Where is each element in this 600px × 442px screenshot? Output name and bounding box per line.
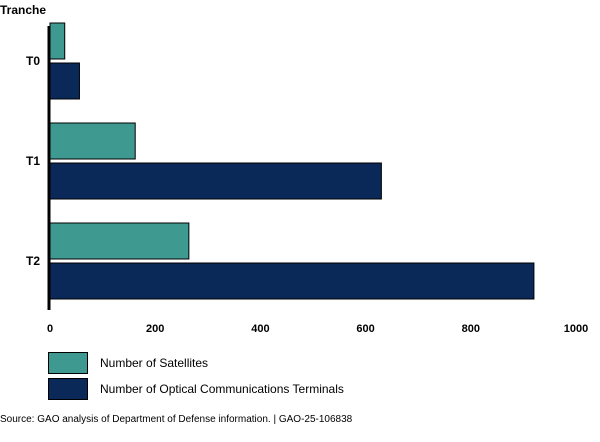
x-tick-label-200: 200 — [146, 323, 164, 335]
legend-label-terminals: Number of Optical Communications Termina… — [100, 382, 344, 396]
x-tick-label-0: 0 — [47, 323, 53, 335]
category-label-t1: T1 — [26, 154, 40, 168]
x-tick-labels: 0 200 400 600 800 1000 — [47, 323, 588, 335]
x-tick-label-1000: 1000 — [564, 323, 588, 335]
legend-label-satellites: Number of Satellites — [100, 356, 209, 370]
category-label-t0: T0 — [26, 54, 40, 68]
legend-swatch-satellites — [48, 352, 88, 374]
bar-t2-satellites — [49, 222, 190, 260]
legend-swatch-terminals — [48, 378, 88, 400]
bar-t2-terminals — [49, 262, 535, 300]
x-tick-label-600: 600 — [356, 323, 374, 335]
bar-t1-satellites — [49, 122, 136, 160]
legend-item-terminals: Number of Optical Communications Termina… — [48, 378, 468, 400]
bar-t0-terminals — [49, 62, 80, 100]
bars-group — [49, 22, 535, 300]
category-labels: T0 T1 T2 — [26, 54, 40, 268]
bar-t0-satellites — [49, 22, 66, 60]
x-tick-label-800: 800 — [462, 323, 480, 335]
legend-item-satellites: Number of Satellites — [48, 352, 468, 374]
x-tick-label-400: 400 — [251, 323, 269, 335]
category-label-t2: T2 — [26, 254, 40, 268]
tranche-bar-chart: Tranche T0 T1 T2 0 200 400 600 800 1000 — [0, 3, 588, 335]
bar-t1-terminals — [49, 162, 382, 200]
y-axis-title: Tranche — [0, 3, 46, 17]
source-note: Source: GAO analysis of Department of De… — [0, 414, 353, 425]
